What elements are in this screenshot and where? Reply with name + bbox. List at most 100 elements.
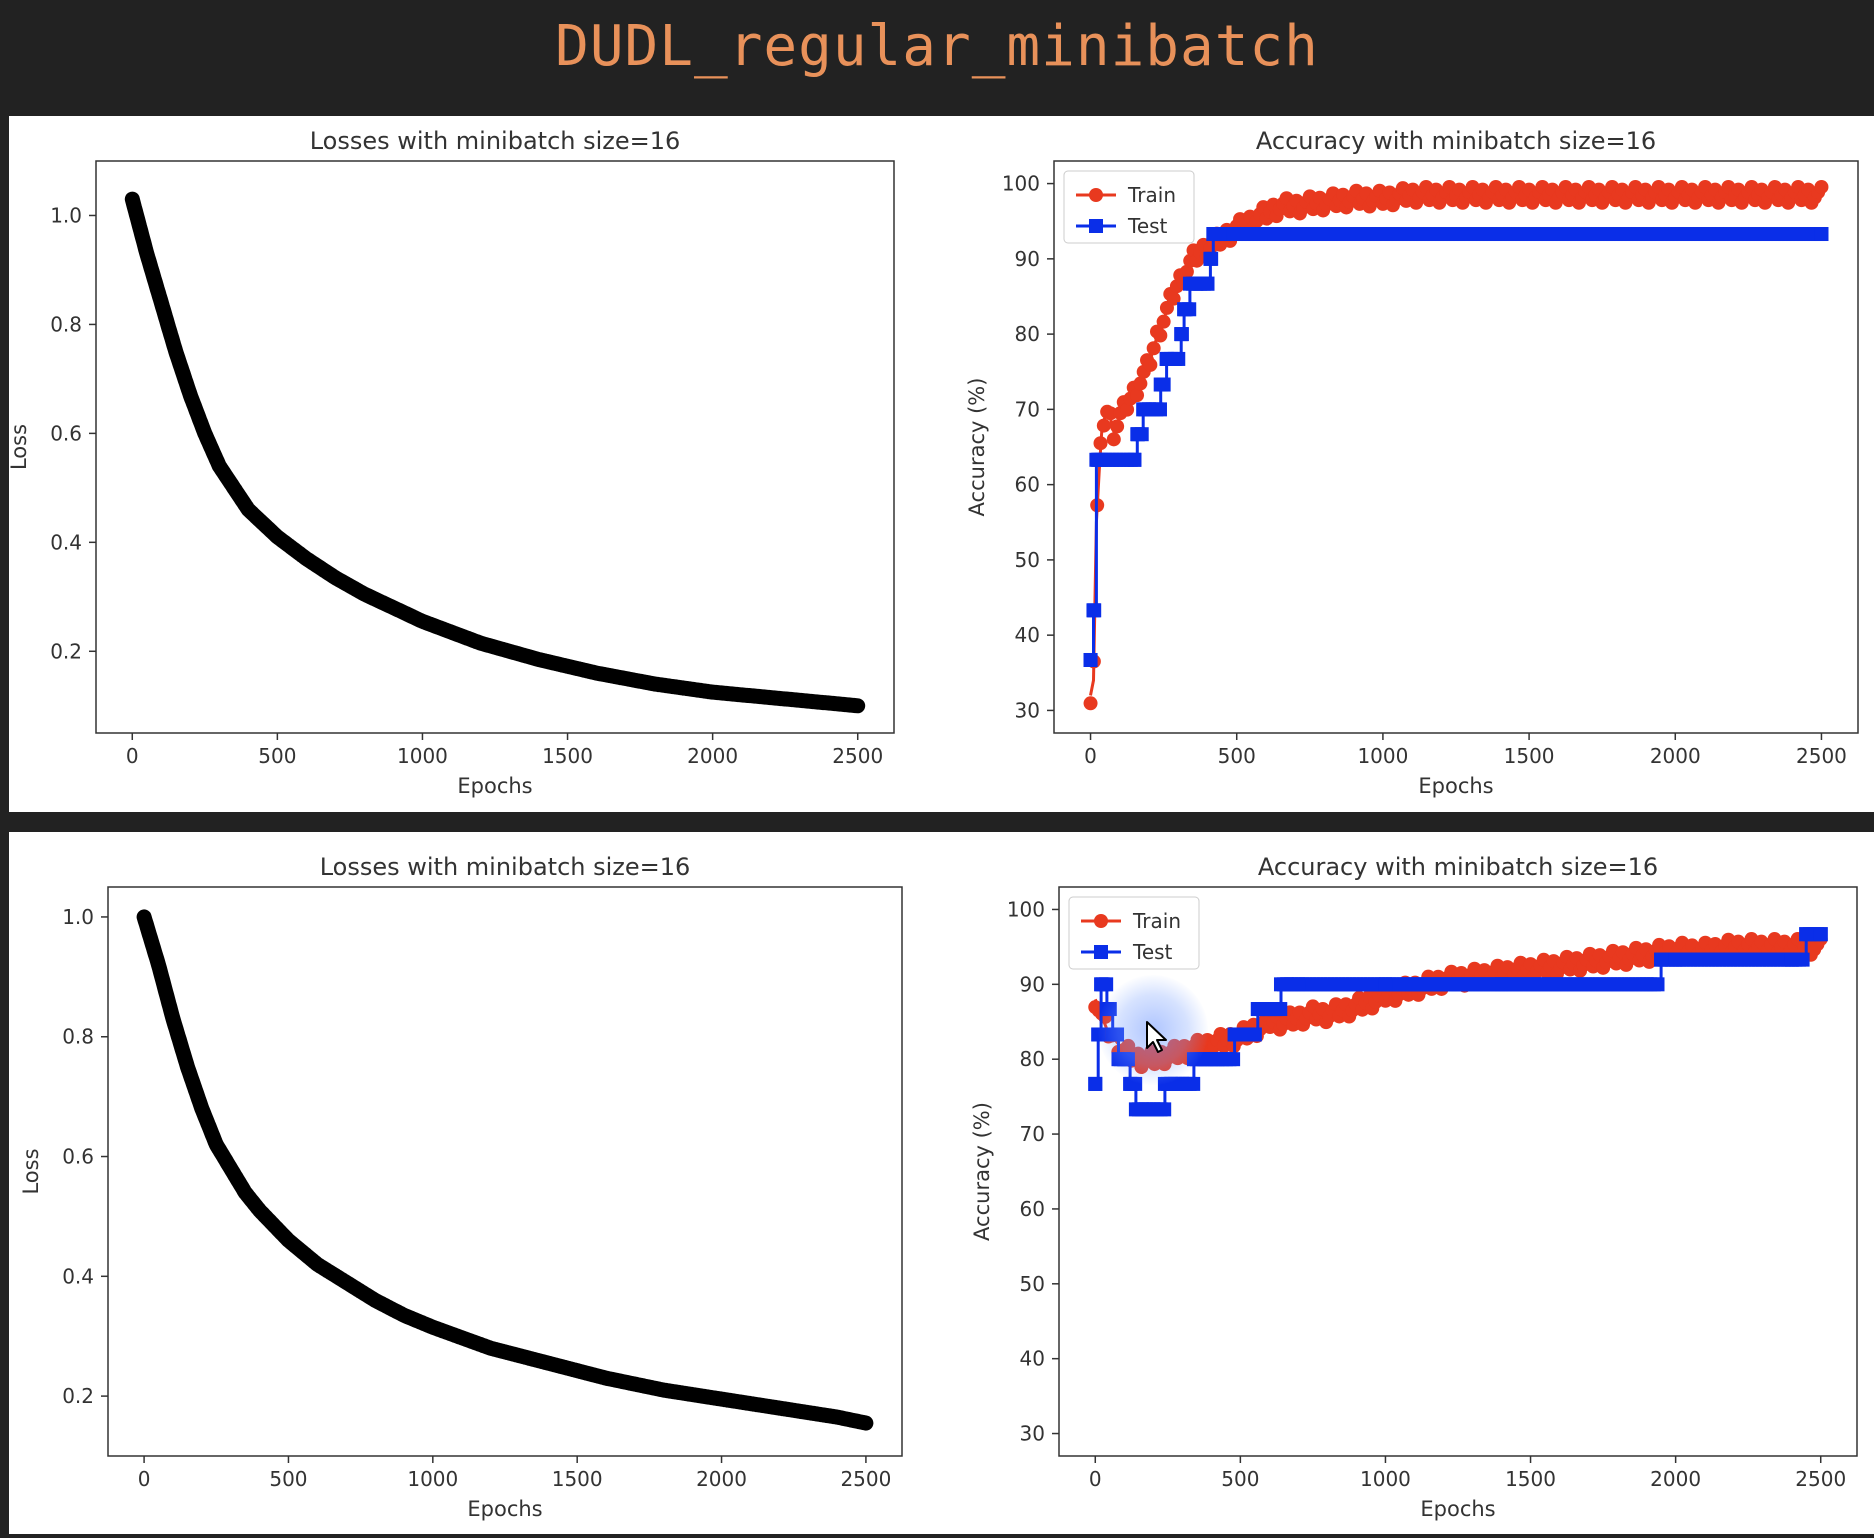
loss-chart-top: Losses with minibatch size=16 0 500 1000 150…: [7, 127, 895, 798]
test-point: [1123, 1076, 1138, 1091]
legend-train-label: Train: [1127, 183, 1176, 207]
test-point: [1203, 251, 1218, 266]
axes-frame: [95, 160, 895, 734]
test-point: [1814, 227, 1829, 242]
train-point: [1103, 406, 1118, 421]
test-point: [1099, 1002, 1114, 1017]
test-point: [1153, 377, 1168, 392]
y-tick-label: 1.0: [50, 203, 82, 227]
y-tick-label: 80: [1020, 1047, 1045, 1071]
test-point: [1200, 276, 1215, 291]
train-point: [1166, 291, 1181, 306]
test-series-line: [1090, 232, 1822, 662]
y-tick-label: 80: [1015, 322, 1040, 346]
y-tick-label: 100: [1002, 172, 1040, 196]
test-point: [1784, 952, 1799, 967]
test-point: [1127, 452, 1142, 467]
test-point: [1242, 1027, 1257, 1042]
title-bar: DUDL_regular_minibatch: [0, 0, 1874, 112]
test-point: [1157, 1102, 1172, 1117]
y-tick-label: 0.2: [62, 1384, 94, 1408]
test-point: [1668, 952, 1683, 967]
test-point: [1091, 1027, 1106, 1042]
x-tick-label: 2000: [696, 1467, 747, 1491]
test-point: [1227, 1027, 1242, 1042]
y-tick-label: 0.8: [62, 1025, 94, 1049]
x-tick-label: 2500: [1795, 1467, 1846, 1491]
test-point: [1117, 1052, 1132, 1067]
y-tick-label: 30: [1015, 698, 1040, 722]
x-tick-label: 0: [1084, 744, 1097, 768]
train-point: [1120, 402, 1135, 417]
test-point: [1210, 1052, 1225, 1067]
test-point: [1212, 227, 1227, 242]
chart-panel-bottom: [9, 832, 1874, 1534]
accuracy-chart-bottom: Accuracy with minibatch size=16 0 500 1000 1…: [970, 853, 1858, 1521]
mouse-cursor-icon: [1146, 1021, 1167, 1053]
test-point: [1152, 402, 1167, 417]
train-point: [1130, 388, 1145, 403]
x-tick-label: 2000: [1650, 1467, 1701, 1491]
x-tick-label: 0: [138, 1467, 151, 1491]
test-point: [1188, 276, 1203, 291]
x-tick-label: 1500: [1505, 1467, 1556, 1491]
test-point: [1105, 1027, 1120, 1042]
y-tick-label: 60: [1015, 473, 1040, 497]
test-point: [1142, 402, 1157, 417]
axes-frame: [1053, 160, 1859, 734]
y-tick-label: 100: [1007, 897, 1045, 921]
plot-area: [124, 191, 866, 714]
accuracy-chart-top: Accuracy with minibatch size=16 0 500 1000 1…: [965, 127, 1859, 798]
y-axis-label: Loss: [7, 424, 31, 470]
train-point: [1814, 179, 1829, 194]
test-point: [1174, 327, 1189, 342]
test-point: [1092, 452, 1107, 467]
y-tick-label: 90: [1015, 247, 1040, 271]
legend-test-label: Test: [1127, 214, 1168, 238]
test-point: [1279, 977, 1294, 992]
legend-train-marker: [1094, 914, 1108, 928]
x-tick-label: 1000: [1360, 1467, 1411, 1491]
x-tick-label: 500: [1218, 744, 1256, 768]
test-point: [1494, 977, 1509, 992]
train-point: [1106, 432, 1121, 447]
y-tick-label: 0.4: [62, 1264, 94, 1288]
test-point: [1088, 1076, 1103, 1091]
test-point: [1378, 977, 1393, 992]
y-tick-label: 70: [1020, 1122, 1045, 1146]
train-point: [1093, 436, 1108, 451]
y-tick-label: 0.6: [50, 421, 82, 445]
test-point: [1813, 927, 1828, 942]
test-point: [1177, 302, 1192, 317]
y-axis-label: Accuracy (%): [965, 378, 989, 517]
x-tick-label: 500: [269, 1467, 307, 1491]
test-point: [1650, 977, 1665, 992]
test-point: [1134, 1102, 1149, 1117]
y-tick-label: 60: [1020, 1197, 1045, 1221]
x-axis-label: Epochs: [1418, 774, 1493, 798]
train-point: [1096, 418, 1111, 433]
test-point: [1654, 952, 1669, 967]
x-tick-label: 0: [1089, 1467, 1102, 1491]
test-point: [1130, 427, 1145, 442]
x-tick-label: 500: [1221, 1467, 1259, 1491]
loss-series-line: [136, 909, 874, 1431]
train-point: [1146, 341, 1161, 356]
y-tick-label: 40: [1020, 1347, 1045, 1371]
train-point: [1133, 376, 1148, 391]
train-point: [1153, 328, 1168, 343]
loss-series-line: [124, 191, 866, 714]
train-point: [1083, 696, 1098, 711]
x-tick-label: 0: [126, 744, 139, 768]
test-point: [1799, 927, 1814, 942]
y-axis-label: Accuracy (%): [970, 1102, 994, 1241]
x-tick-label: 1000: [1357, 744, 1408, 768]
axes-frame: [107, 886, 903, 1457]
x-axis-label: Epochs: [467, 1497, 542, 1521]
y-tick-label: 1.0: [62, 905, 94, 929]
x-tick-label: 500: [258, 744, 296, 768]
test-point: [1639, 977, 1654, 992]
train-point: [1143, 357, 1158, 372]
test-point: [1168, 351, 1183, 366]
chart-title: Accuracy with minibatch size=16: [1258, 853, 1658, 881]
